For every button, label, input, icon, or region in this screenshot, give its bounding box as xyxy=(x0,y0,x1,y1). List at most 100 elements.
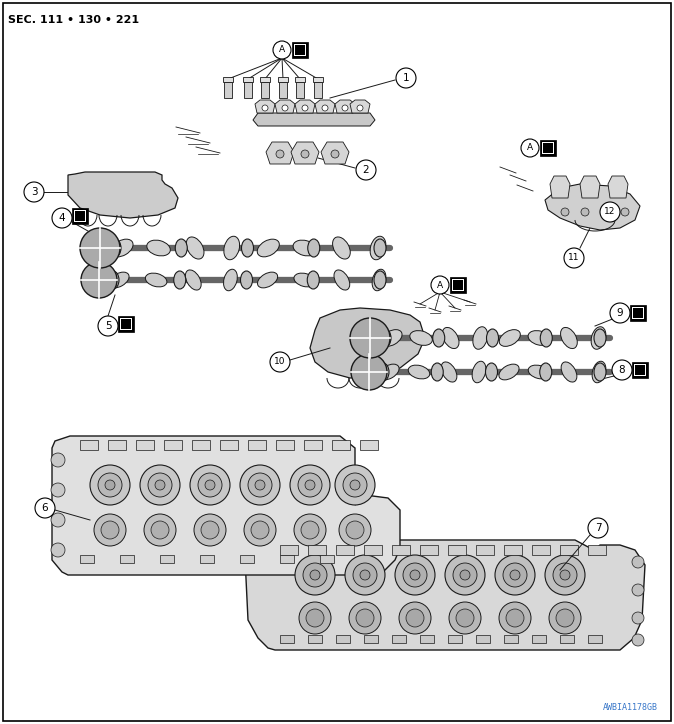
Bar xyxy=(332,440,350,450)
Bar xyxy=(292,42,308,58)
Bar xyxy=(80,440,98,450)
Bar xyxy=(108,440,126,450)
Circle shape xyxy=(90,465,130,505)
Ellipse shape xyxy=(111,239,133,257)
Bar xyxy=(276,440,294,450)
Ellipse shape xyxy=(186,237,204,259)
Circle shape xyxy=(403,563,427,587)
Circle shape xyxy=(612,360,632,380)
Circle shape xyxy=(190,465,230,505)
Ellipse shape xyxy=(334,270,350,290)
Polygon shape xyxy=(295,100,315,113)
Bar xyxy=(392,635,406,643)
Circle shape xyxy=(588,518,608,538)
Bar xyxy=(420,545,438,555)
Bar xyxy=(278,77,288,82)
Text: 8: 8 xyxy=(619,365,625,375)
Text: AWBIA1178GB: AWBIA1178GB xyxy=(603,703,658,712)
Bar xyxy=(543,143,553,153)
Circle shape xyxy=(140,465,180,505)
Text: A: A xyxy=(279,46,285,54)
Circle shape xyxy=(148,473,172,497)
Bar xyxy=(160,555,174,563)
Circle shape xyxy=(194,514,226,546)
Bar xyxy=(121,319,131,329)
Circle shape xyxy=(310,570,320,580)
Circle shape xyxy=(431,276,449,294)
Polygon shape xyxy=(310,308,425,378)
Polygon shape xyxy=(291,142,319,164)
Bar xyxy=(164,440,182,450)
Circle shape xyxy=(410,570,420,580)
Ellipse shape xyxy=(147,240,171,256)
Ellipse shape xyxy=(185,270,201,290)
Bar xyxy=(308,545,326,555)
Bar xyxy=(532,545,550,555)
Circle shape xyxy=(453,563,477,587)
Circle shape xyxy=(51,543,65,557)
Bar xyxy=(540,140,556,156)
Ellipse shape xyxy=(561,327,578,348)
Polygon shape xyxy=(275,100,295,113)
Ellipse shape xyxy=(107,271,119,289)
Ellipse shape xyxy=(374,239,386,257)
Bar xyxy=(504,545,522,555)
Bar xyxy=(364,635,378,643)
Ellipse shape xyxy=(499,329,520,346)
Bar xyxy=(192,440,210,450)
Circle shape xyxy=(24,182,44,202)
Bar xyxy=(448,635,462,643)
Circle shape xyxy=(80,228,120,268)
Circle shape xyxy=(349,602,381,634)
Ellipse shape xyxy=(379,364,399,380)
Bar xyxy=(453,280,463,290)
Polygon shape xyxy=(335,100,355,113)
Polygon shape xyxy=(321,142,349,164)
Ellipse shape xyxy=(224,269,237,291)
Ellipse shape xyxy=(241,239,253,257)
Polygon shape xyxy=(350,100,370,113)
Circle shape xyxy=(81,262,117,298)
Bar xyxy=(244,82,252,98)
Bar xyxy=(280,555,294,563)
Circle shape xyxy=(270,352,290,372)
Ellipse shape xyxy=(528,331,551,345)
Bar xyxy=(452,279,464,291)
Ellipse shape xyxy=(472,361,486,383)
Circle shape xyxy=(345,555,385,595)
Ellipse shape xyxy=(441,362,457,382)
Bar xyxy=(448,545,466,555)
Bar xyxy=(504,635,518,643)
Circle shape xyxy=(305,480,315,490)
Circle shape xyxy=(406,609,424,627)
Text: 3: 3 xyxy=(31,187,37,197)
Polygon shape xyxy=(52,436,400,575)
Circle shape xyxy=(521,139,539,157)
Circle shape xyxy=(510,570,520,580)
Circle shape xyxy=(545,555,585,595)
Bar xyxy=(634,364,646,376)
Ellipse shape xyxy=(561,362,577,382)
Bar xyxy=(632,307,644,319)
Ellipse shape xyxy=(433,329,445,347)
Bar xyxy=(360,440,378,450)
Bar xyxy=(120,318,132,330)
Ellipse shape xyxy=(257,272,278,288)
Circle shape xyxy=(600,202,620,222)
Bar xyxy=(74,210,86,222)
Ellipse shape xyxy=(528,365,550,379)
Bar xyxy=(295,77,305,82)
Bar xyxy=(320,555,334,563)
Bar xyxy=(240,555,254,563)
Ellipse shape xyxy=(591,327,606,349)
Bar xyxy=(336,545,354,555)
Circle shape xyxy=(335,465,375,505)
Bar xyxy=(588,635,602,643)
Circle shape xyxy=(301,150,309,158)
Bar xyxy=(560,635,574,643)
Circle shape xyxy=(445,555,485,595)
Circle shape xyxy=(306,609,324,627)
Circle shape xyxy=(255,480,265,490)
Ellipse shape xyxy=(293,240,317,256)
Circle shape xyxy=(353,563,377,587)
